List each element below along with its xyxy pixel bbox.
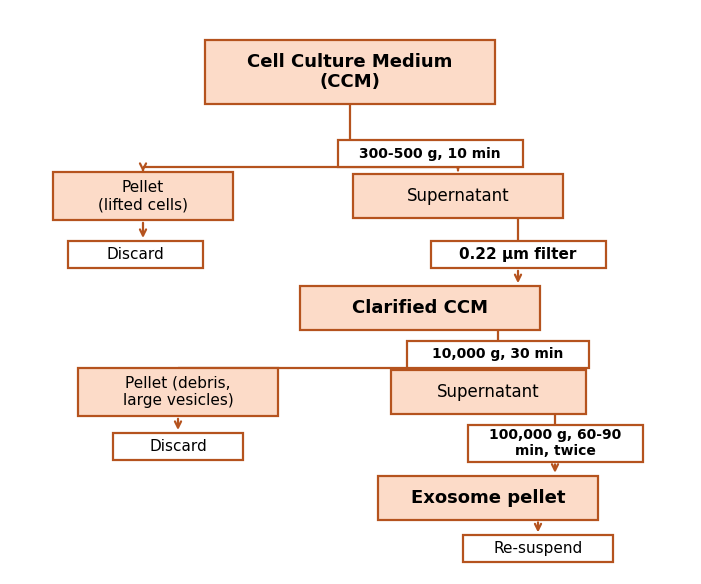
FancyBboxPatch shape xyxy=(337,140,522,167)
Text: Supernatant: Supernatant xyxy=(437,383,539,401)
Text: Pellet (debris,
large vesicles): Pellet (debris, large vesicles) xyxy=(123,376,233,408)
Text: Supernatant: Supernatant xyxy=(407,187,510,205)
Text: Exosome pellet: Exosome pellet xyxy=(411,489,565,506)
FancyBboxPatch shape xyxy=(300,286,540,330)
FancyBboxPatch shape xyxy=(113,433,243,460)
FancyBboxPatch shape xyxy=(53,172,233,220)
Text: Clarified CCM: Clarified CCM xyxy=(352,299,488,317)
FancyBboxPatch shape xyxy=(463,535,613,562)
Text: 100,000 g, 60-90
min, twice: 100,000 g, 60-90 min, twice xyxy=(489,428,621,458)
FancyBboxPatch shape xyxy=(468,425,643,461)
FancyBboxPatch shape xyxy=(78,368,278,416)
Text: Pellet
(lifted cells): Pellet (lifted cells) xyxy=(98,180,188,212)
FancyBboxPatch shape xyxy=(390,370,585,414)
Text: Discard: Discard xyxy=(149,439,207,454)
Text: 0.22 μm filter: 0.22 μm filter xyxy=(459,247,577,262)
FancyBboxPatch shape xyxy=(205,40,495,104)
Text: 300-500 g, 10 min: 300-500 g, 10 min xyxy=(359,147,501,161)
FancyBboxPatch shape xyxy=(353,174,563,218)
FancyBboxPatch shape xyxy=(67,241,203,268)
Text: Cell Culture Medium
(CCM): Cell Culture Medium (CCM) xyxy=(247,53,453,92)
FancyBboxPatch shape xyxy=(430,241,606,268)
FancyBboxPatch shape xyxy=(407,341,589,368)
Text: Re-suspend: Re-suspend xyxy=(494,541,583,557)
Text: 10,000 g, 30 min: 10,000 g, 30 min xyxy=(433,347,564,361)
Text: Discard: Discard xyxy=(106,247,164,262)
FancyBboxPatch shape xyxy=(378,475,598,520)
